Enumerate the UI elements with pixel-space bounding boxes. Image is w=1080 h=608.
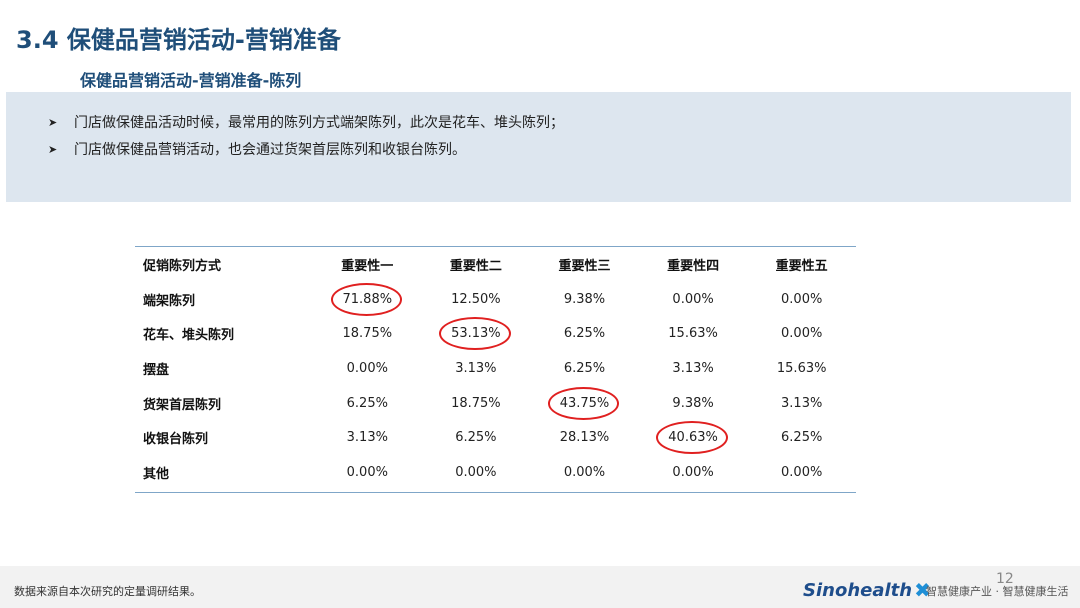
table-cell: 0.00%: [455, 464, 497, 480]
table-cell: 28.13%: [559, 430, 610, 446]
sinohealth-logo: Sinohealth ✖: [803, 578, 931, 602]
logo-text: Sinohealth: [803, 579, 913, 601]
table-cell: 6.25%: [781, 430, 823, 446]
table-cell: 3.13%: [781, 395, 823, 411]
highlighted-value: 53.13%: [439, 317, 511, 351]
sinohealth-x-mark-icon: ✖: [914, 578, 931, 602]
table-header-row: 促销陈列方式 重要性一 重要性二 重要性三 重要性四 重要性五: [135, 247, 856, 282]
table-cell: 0.00%: [672, 464, 714, 480]
column-header: 促销陈列方式: [143, 258, 222, 274]
row-label: 其他: [143, 466, 170, 482]
page-number: 12: [996, 571, 1014, 587]
column-header: 重要性五: [775, 258, 828, 274]
bullet-text: 门店做保健品活动时候，最常用的陈列方式端架陈列，此次是花车、堆头陈列；: [74, 115, 564, 131]
row-label: 货架首层陈列: [143, 397, 222, 413]
arrow-right-icon: ➤: [48, 142, 58, 156]
column-header: 重要性二: [449, 258, 502, 274]
highlighted-value: 40.63%: [656, 421, 728, 455]
bullet-item: ➤ 门店做保健品活动时候，最常用的陈列方式端架陈列，此次是花车、堆头陈列；: [48, 112, 564, 132]
table-cell: 3.13%: [455, 360, 497, 376]
bullet-text: 门店做保健品营销活动，也会通过货架首层陈列和收银台陈列。: [74, 142, 466, 158]
table-row: 货架首层陈列 6.25% 18.75% 43.75% 9.38% 3.13%: [135, 386, 856, 421]
table-cell: 0.00%: [781, 464, 823, 480]
table-row: 其他 0.00% 0.00% 0.00% 0.00% 0.00%: [135, 455, 856, 490]
arrow-right-icon: ➤: [48, 115, 58, 129]
table-cell: 0.00%: [781, 326, 823, 342]
table-cell: 71.88%: [313, 282, 422, 317]
table-cell: 18.75%: [342, 326, 393, 342]
display-importance-table: 促销陈列方式 重要性一 重要性二 重要性三 重要性四 重要性五 端架陈列 71.…: [135, 246, 856, 493]
table-cell: 6.25%: [455, 430, 497, 446]
table-cell: 43.75%: [530, 386, 639, 421]
table-cell: 9.38%: [672, 395, 714, 411]
table-cell: 0.00%: [672, 291, 714, 307]
bullet-item: ➤ 门店做保健品营销活动，也会通过货架首层陈列和收银台陈列。: [48, 139, 466, 159]
highlighted-value: 71.88%: [330, 282, 402, 316]
table-cell: 53.13%: [422, 316, 531, 351]
column-header: 重要性四: [667, 258, 720, 274]
table-cell: 15.63%: [776, 360, 827, 376]
table-cell: 0.00%: [563, 464, 606, 480]
table-cell: 15.63%: [668, 326, 718, 342]
table-row: 端架陈列 71.88% 12.50% 9.38% 0.00% 0.00%: [135, 282, 856, 317]
table-row: 收银台陈列 3.13% 6.25% 28.13% 40.63% 6.25%: [135, 420, 856, 455]
data-source-note: 数据来源自本次研究的定量调研结果。: [14, 585, 201, 598]
table-cell: 6.25%: [563, 326, 606, 342]
table-row: 摆盘 0.00% 3.13% 6.25% 3.13% 15.63%: [135, 351, 856, 386]
table-cell: 40.63%: [639, 420, 748, 455]
table-cell: 6.25%: [563, 360, 606, 376]
row-label: 端架陈列: [143, 293, 196, 309]
highlighted-value: 43.75%: [547, 386, 619, 420]
section-subtitle: 保健品营销活动-营销准备-陈列: [80, 71, 302, 90]
table-cell: 6.25%: [346, 395, 388, 411]
table-row: 花车、堆头陈列 18.75% 53.13% 6.25% 15.63% 0.00%: [135, 316, 856, 351]
tagline: 智慧健康产业 · 智慧健康生活: [926, 585, 1069, 598]
table-cell: 0.00%: [781, 291, 823, 307]
table-cell: 18.75%: [451, 395, 501, 411]
row-label: 花车、堆头陈列: [143, 328, 235, 344]
table-cell: 3.13%: [346, 430, 388, 446]
row-label: 摆盘: [143, 362, 170, 378]
column-header: 重要性一: [341, 258, 394, 274]
row-label: 收银台陈列: [143, 432, 209, 448]
table-cell: 12.50%: [451, 291, 501, 307]
page-title: 3.4 保健品营销活动-营销准备: [16, 26, 341, 54]
table-cell: 0.00%: [346, 464, 388, 480]
table-cell: 9.38%: [563, 291, 606, 307]
column-header: 重要性三: [558, 258, 611, 274]
table-cell: 0.00%: [346, 360, 388, 376]
table-cell: 3.13%: [672, 360, 714, 376]
bullet-panel: ➤ 门店做保健品活动时候，最常用的陈列方式端架陈列，此次是花车、堆头陈列； ➤ …: [6, 92, 1071, 202]
slide-footer: 数据来源自本次研究的定量调研结果。 12 Sinohealth ✖ 智慧健康产业…: [0, 566, 1080, 608]
